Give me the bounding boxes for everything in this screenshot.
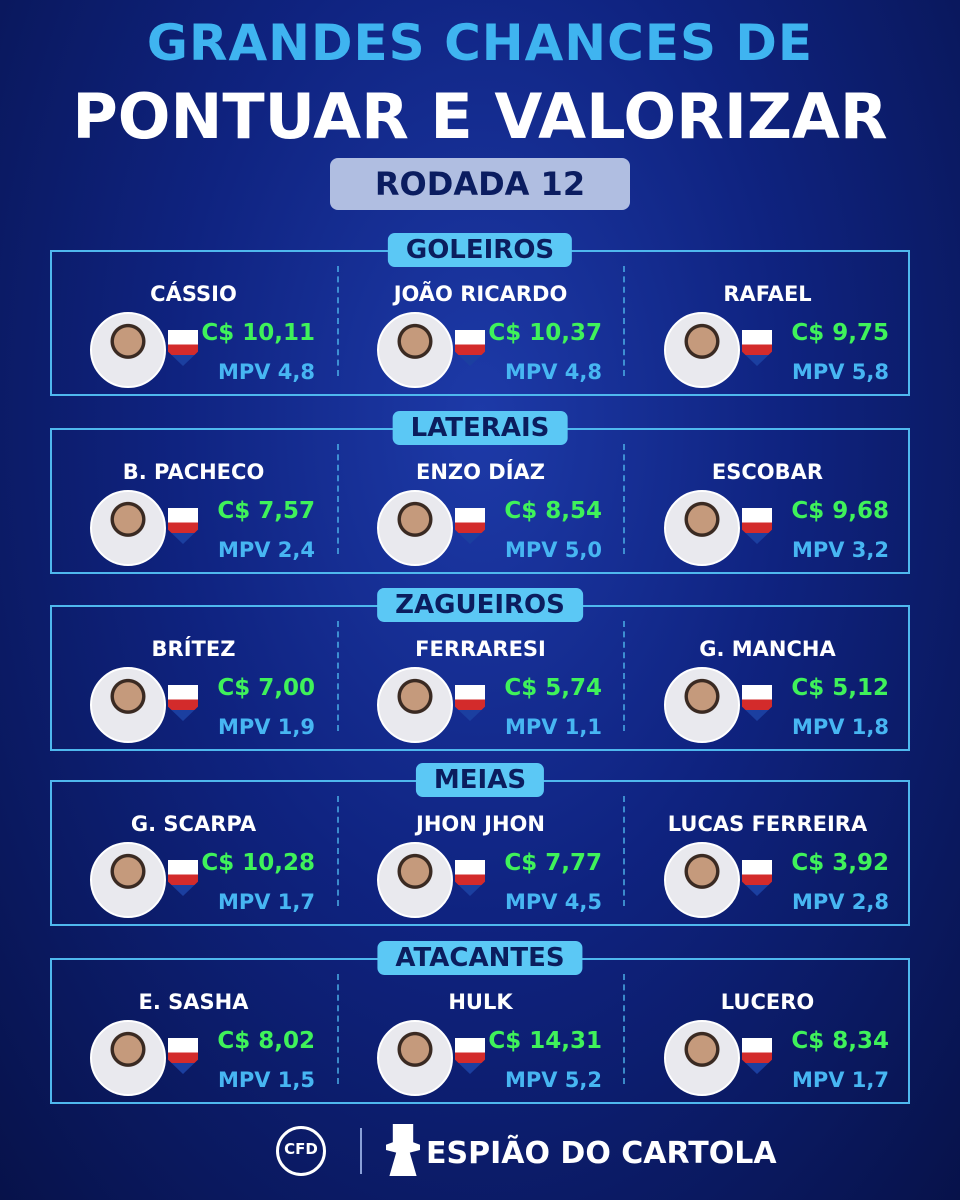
player-mpv: MPV 1,8: [791, 715, 889, 739]
brand-text: ESPIÃO DO CARTOLA: [426, 1136, 777, 1171]
player-photo: [664, 667, 740, 743]
player-price: C$ 5,12: [791, 675, 889, 701]
player-price: C$ 10,37: [488, 320, 602, 346]
player-price: C$ 8,34: [791, 1028, 889, 1054]
player-mpv: MPV 5,0: [504, 538, 602, 562]
section-label: GOLEIROS: [387, 233, 573, 267]
player-name: G. MANCHA: [699, 637, 836, 661]
column-divider: [623, 266, 625, 376]
player-photo: [377, 842, 453, 918]
column-divider: [623, 796, 625, 906]
player-mpv: MPV 2,8: [791, 890, 889, 914]
player-price: C$ 8,02: [217, 1028, 315, 1054]
player-photo: [90, 490, 166, 566]
column-divider: [337, 444, 339, 554]
section-label: ZAGUEIROS: [377, 588, 583, 622]
column-divider: [337, 266, 339, 376]
player-photo: [90, 312, 166, 388]
player-photo: [664, 1020, 740, 1096]
player-mpv: MPV 1,7: [217, 890, 315, 914]
column-divider: [623, 621, 625, 731]
player-price: C$ 7,77: [504, 850, 602, 876]
player-mpv: MPV 4,5: [504, 890, 602, 914]
player-price: C$ 10,11: [201, 320, 315, 346]
cfd-text: CFD: [284, 1140, 318, 1158]
player-mpv: MPV 4,8: [217, 360, 315, 384]
column-divider: [337, 621, 339, 731]
title-line1: GRANDES CHANCES DE: [146, 14, 814, 72]
player-photo: [90, 1020, 166, 1096]
player-mpv: MPV 2,4: [217, 538, 315, 562]
player-name: BRÍTEZ: [151, 637, 236, 661]
player-photo: [664, 312, 740, 388]
player-name: ENZO DÍAZ: [415, 460, 546, 484]
column-divider: [337, 796, 339, 906]
player-photo: [90, 667, 166, 743]
section-label: MEIAS: [415, 763, 545, 797]
player-name: LUCAS FERREIRA: [667, 812, 868, 836]
title-line2: PONTUAR E VALORIZAR: [72, 80, 888, 153]
player-price: C$ 3,92: [791, 850, 889, 876]
player-price: C$ 8,54: [504, 498, 602, 524]
player-photo: [377, 490, 453, 566]
player-price: C$ 7,00: [217, 675, 315, 701]
section-label: LATERAIS: [392, 411, 568, 445]
player-price: C$ 10,28: [201, 850, 315, 876]
round-label: RODADA 12: [330, 158, 630, 210]
player-name: LUCERO: [720, 990, 815, 1014]
player-mpv: MPV 1,7: [791, 1068, 889, 1092]
player-photo: [377, 667, 453, 743]
column-divider: [623, 974, 625, 1084]
player-mpv: MPV 1,9: [217, 715, 315, 739]
player-name: E. SASHA: [138, 990, 249, 1014]
player-price: C$ 9,68: [791, 498, 889, 524]
player-name: RAFAEL: [723, 282, 812, 306]
player-name: FERRARESI: [415, 637, 546, 661]
player-mpv: MPV 3,2: [791, 538, 889, 562]
player-mpv: MPV 1,5: [217, 1068, 315, 1092]
player-mpv: MPV 1,1: [504, 715, 602, 739]
section-label: ATACANTES: [377, 941, 583, 975]
player-photo: [377, 1020, 453, 1096]
player-name: B. PACHECO: [122, 460, 265, 484]
player-name: CÁSSIO: [150, 282, 237, 306]
player-mpv: MPV 4,8: [504, 360, 602, 384]
player-name: ESCOBAR: [711, 460, 824, 484]
player-mpv: MPV 5,2: [504, 1068, 602, 1092]
player-name: G. SCARPA: [130, 812, 257, 836]
player-name: HULK: [448, 990, 513, 1014]
column-divider: [337, 974, 339, 1084]
cfd-logo: [276, 1126, 326, 1176]
player-photo: [377, 312, 453, 388]
player-mpv: MPV 5,8: [791, 360, 889, 384]
spy-icon: [386, 1124, 420, 1176]
player-price: C$ 14,31: [488, 1028, 602, 1054]
footer-divider: [360, 1128, 362, 1174]
player-name: JOÃO RICARDO: [393, 282, 568, 306]
player-photo: [664, 490, 740, 566]
player-price: C$ 7,57: [217, 498, 315, 524]
player-name: JHON JHON: [416, 812, 545, 836]
player-photo: [90, 842, 166, 918]
player-price: C$ 9,75: [791, 320, 889, 346]
column-divider: [623, 444, 625, 554]
player-price: C$ 5,74: [504, 675, 602, 701]
player-photo: [664, 842, 740, 918]
